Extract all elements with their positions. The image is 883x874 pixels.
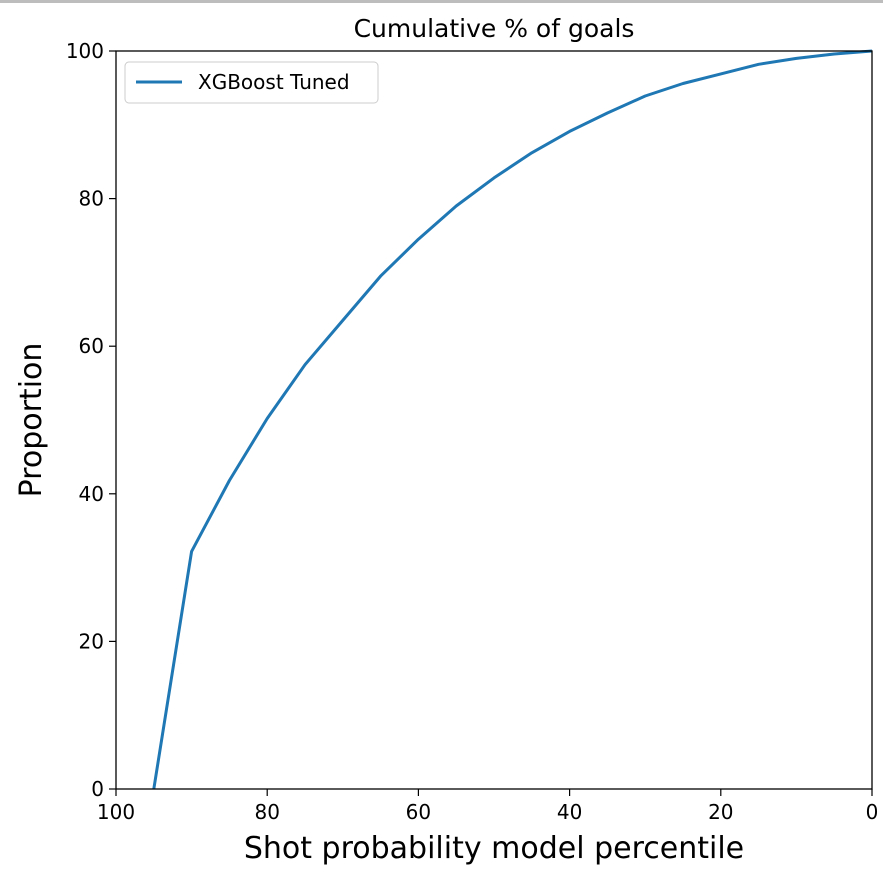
x-tick-label: 80 [254,800,279,824]
x-axis-label: Shot probability model percentile [244,831,744,866]
x-tick-label: 0 [866,800,879,824]
y-tick-label: 0 [91,777,104,801]
x-tick-label: 20 [708,800,733,824]
y-axis-label: Proportion [14,343,49,498]
y-tick-label: 100 [66,39,104,63]
legend: XGBoost Tuned [124,61,379,104]
y-tick-label: 60 [79,334,104,358]
series-group [152,49,873,790]
y-tick-label: 40 [79,482,104,506]
plot-frame [115,50,873,790]
legend-label: XGBoost Tuned [198,70,350,94]
legend-box [124,61,379,104]
y-tick-label: 80 [79,187,104,211]
ticks: 100 80 60 40 20 0 0 20 40 60 80 100 [66,39,879,824]
series-line [152,49,873,790]
x-tick-label: 100 [97,800,135,824]
x-tick-label: 60 [406,800,431,824]
chart-title: Cumulative % of goals [354,14,635,43]
x-tick-label: 40 [557,800,582,824]
y-tick-label: 20 [79,629,104,653]
top-border [0,0,883,3]
